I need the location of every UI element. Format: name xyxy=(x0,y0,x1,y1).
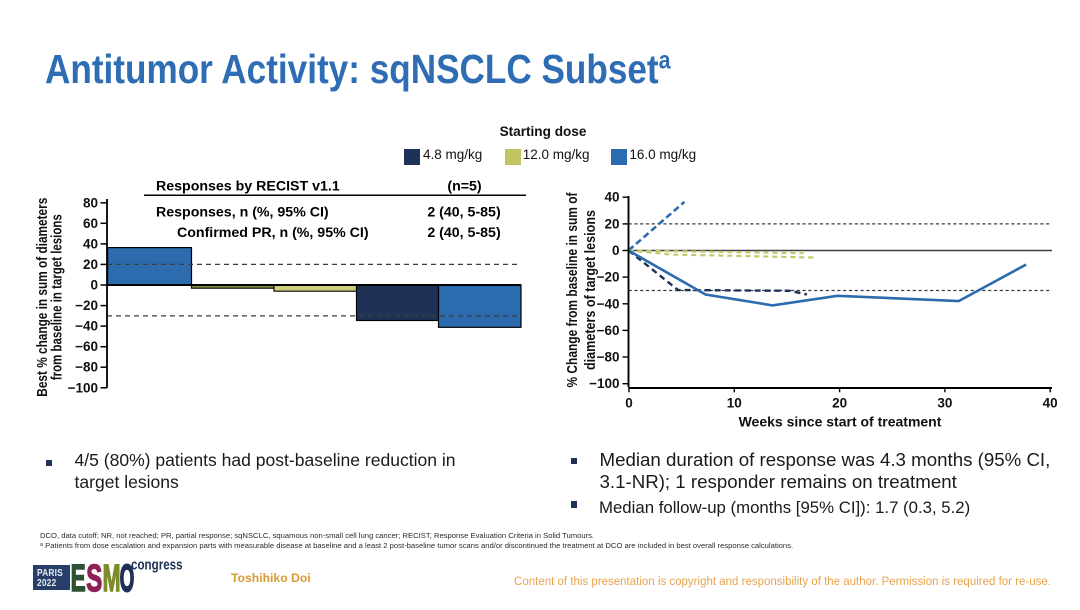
svg-text:40: 40 xyxy=(604,190,619,205)
svg-text:Weeks since start of treatment: Weeks since start of treatment xyxy=(739,414,942,430)
svg-text:Responses, n (%, 95% CI): Responses, n (%, 95% CI) xyxy=(156,204,329,220)
svg-text:−20: −20 xyxy=(597,270,620,285)
svg-text:30: 30 xyxy=(937,395,952,410)
svg-text:40: 40 xyxy=(1043,395,1058,410)
svg-text:20: 20 xyxy=(83,257,98,272)
svg-text:Responses by RECIST v1.1: Responses by RECIST v1.1 xyxy=(156,179,340,195)
svg-text:−60: −60 xyxy=(75,339,98,354)
svg-text:10: 10 xyxy=(727,395,742,410)
svg-text:−40: −40 xyxy=(75,319,98,334)
svg-text:−80: −80 xyxy=(597,350,620,365)
svg-text:60: 60 xyxy=(83,216,98,231)
svg-text:E: E xyxy=(71,557,86,600)
svg-text:S: S xyxy=(86,556,102,599)
svg-text:(n=5): (n=5) xyxy=(447,179,482,195)
svg-text:Best % change in sum of diamet: Best % change in sum of diameters xyxy=(35,198,51,397)
svg-text:2 (40, 5-85): 2 (40, 5-85) xyxy=(427,225,501,241)
svg-text:diameters of target lesions: diameters of target lesions xyxy=(583,210,599,370)
svg-text:−100: −100 xyxy=(68,380,98,395)
svg-text:80: 80 xyxy=(83,195,98,210)
svg-text:0: 0 xyxy=(90,278,98,293)
svg-text:40: 40 xyxy=(83,236,98,251)
svg-text:20: 20 xyxy=(604,216,619,231)
svg-text:−80: −80 xyxy=(75,360,98,375)
svg-text:from baseline in target lesion: from baseline in target lesions xyxy=(50,214,66,380)
svg-text:M: M xyxy=(103,557,121,600)
svg-text:congress: congress xyxy=(131,556,183,573)
svg-text:% Change from baseline in sum: % Change from baseline in sum of xyxy=(565,192,581,387)
svg-text:−100: −100 xyxy=(589,376,619,391)
svg-text:Confirmed PR, n (%, 95% CI): Confirmed PR, n (%, 95% CI) xyxy=(177,225,369,241)
svg-text:O: O xyxy=(120,558,134,600)
svg-text:−40: −40 xyxy=(597,296,620,311)
svg-text:−60: −60 xyxy=(597,323,620,338)
svg-text:20: 20 xyxy=(832,395,847,410)
svg-text:0: 0 xyxy=(625,395,633,410)
svg-text:2 (40, 5-85): 2 (40, 5-85) xyxy=(427,204,501,220)
svg-text:−20: −20 xyxy=(75,298,98,313)
svg-text:0: 0 xyxy=(612,243,620,258)
